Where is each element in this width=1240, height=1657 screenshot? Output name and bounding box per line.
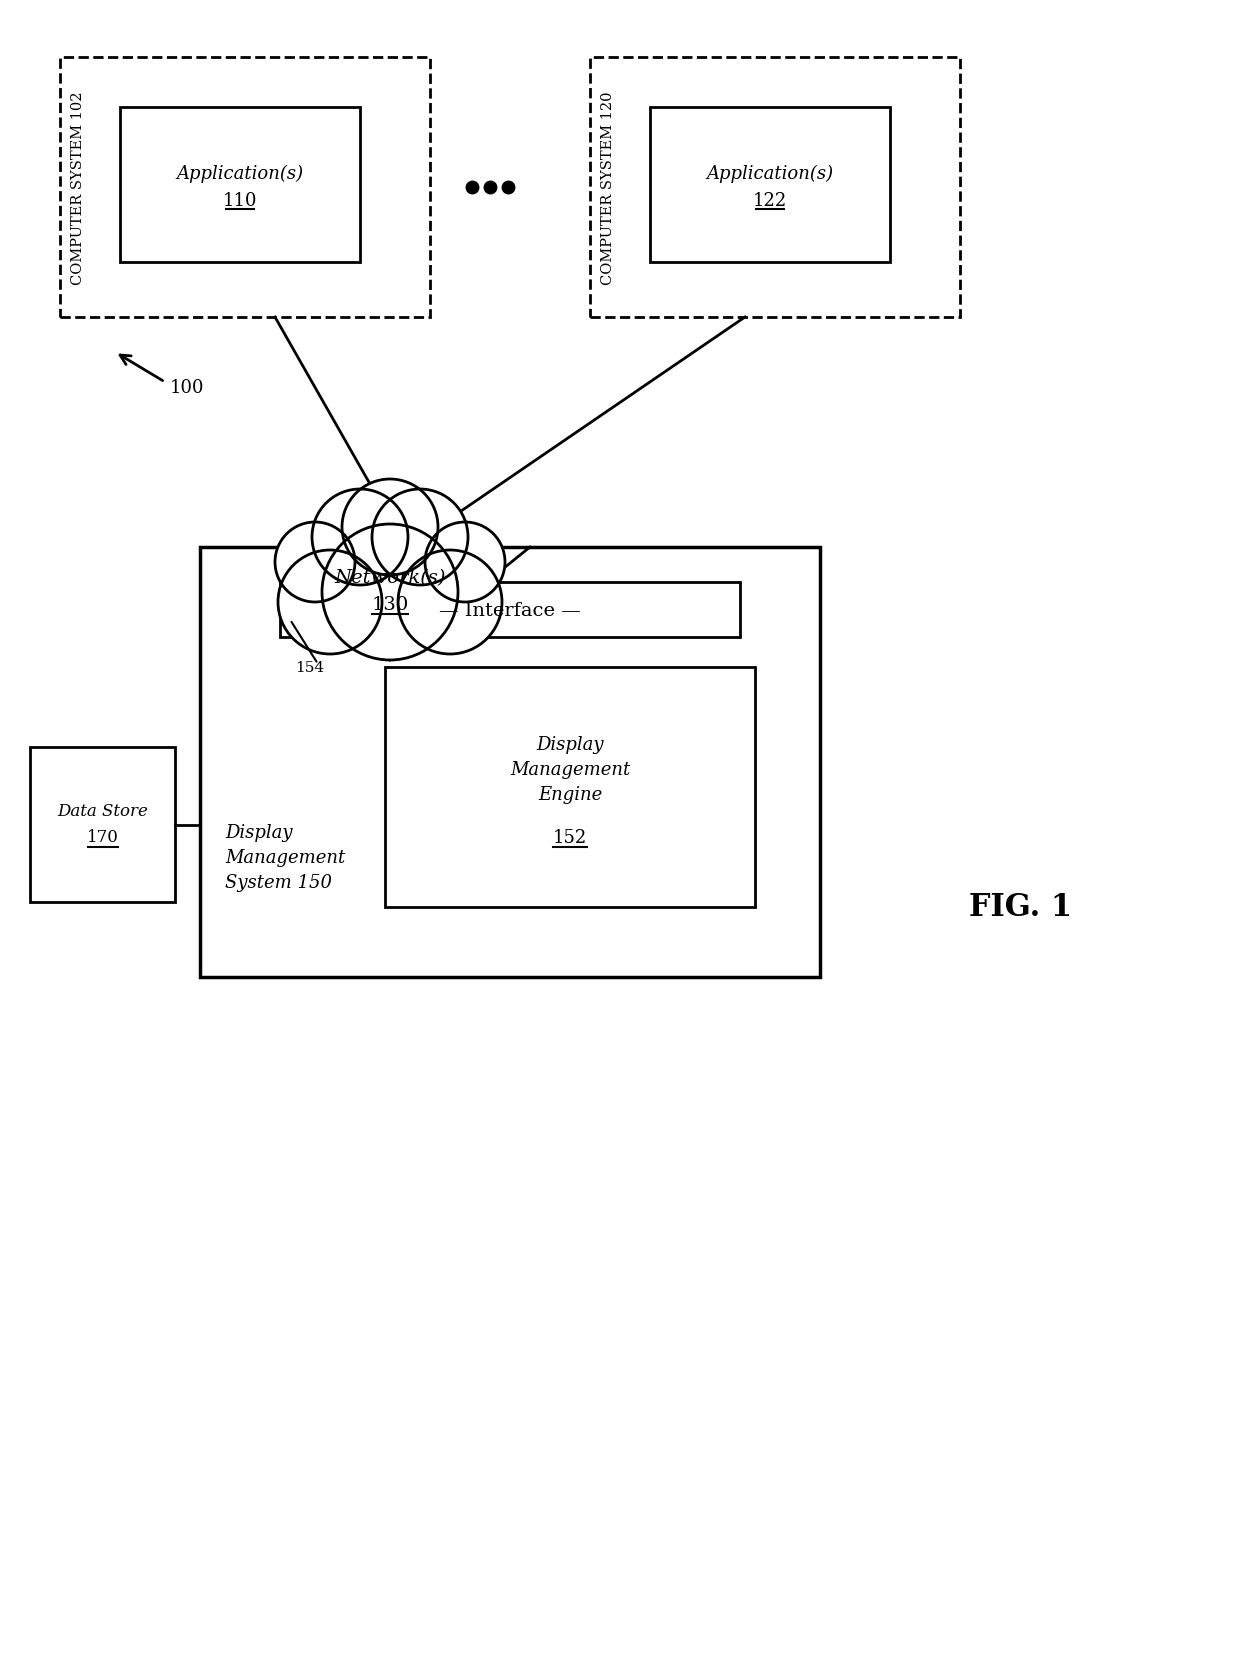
Text: 110: 110 (223, 192, 257, 210)
Circle shape (342, 481, 438, 575)
Circle shape (312, 490, 408, 585)
Text: Display
Management
Engine: Display Management Engine (510, 736, 630, 804)
Circle shape (275, 522, 355, 603)
FancyBboxPatch shape (60, 58, 430, 318)
Text: — Interface —: — Interface — (439, 601, 580, 620)
Text: Network(s): Network(s) (335, 568, 445, 587)
FancyBboxPatch shape (650, 108, 890, 263)
Text: Application(s): Application(s) (707, 164, 833, 182)
FancyBboxPatch shape (200, 548, 820, 978)
Text: 154: 154 (295, 661, 324, 674)
Text: COMPUTER SYSTEM 102: COMPUTER SYSTEM 102 (71, 91, 86, 285)
Text: 100: 100 (170, 379, 205, 396)
FancyBboxPatch shape (30, 747, 175, 903)
Circle shape (322, 525, 458, 661)
Circle shape (278, 550, 382, 655)
FancyBboxPatch shape (590, 58, 960, 318)
Circle shape (372, 490, 467, 585)
Text: 170: 170 (87, 828, 119, 845)
Text: COMPUTER SYSTEM 120: COMPUTER SYSTEM 120 (601, 91, 615, 285)
Text: 152: 152 (553, 828, 587, 847)
FancyBboxPatch shape (120, 108, 360, 263)
FancyBboxPatch shape (384, 668, 755, 908)
FancyBboxPatch shape (280, 583, 740, 638)
Text: 122: 122 (753, 192, 787, 210)
Text: Display
Management
System 150: Display Management System 150 (224, 824, 345, 891)
Text: Application(s): Application(s) (176, 164, 304, 182)
Circle shape (425, 522, 505, 603)
Text: Data Store: Data Store (57, 802, 148, 820)
Text: FIG. 1: FIG. 1 (968, 891, 1071, 923)
Text: 130: 130 (371, 595, 409, 613)
Circle shape (398, 550, 502, 655)
